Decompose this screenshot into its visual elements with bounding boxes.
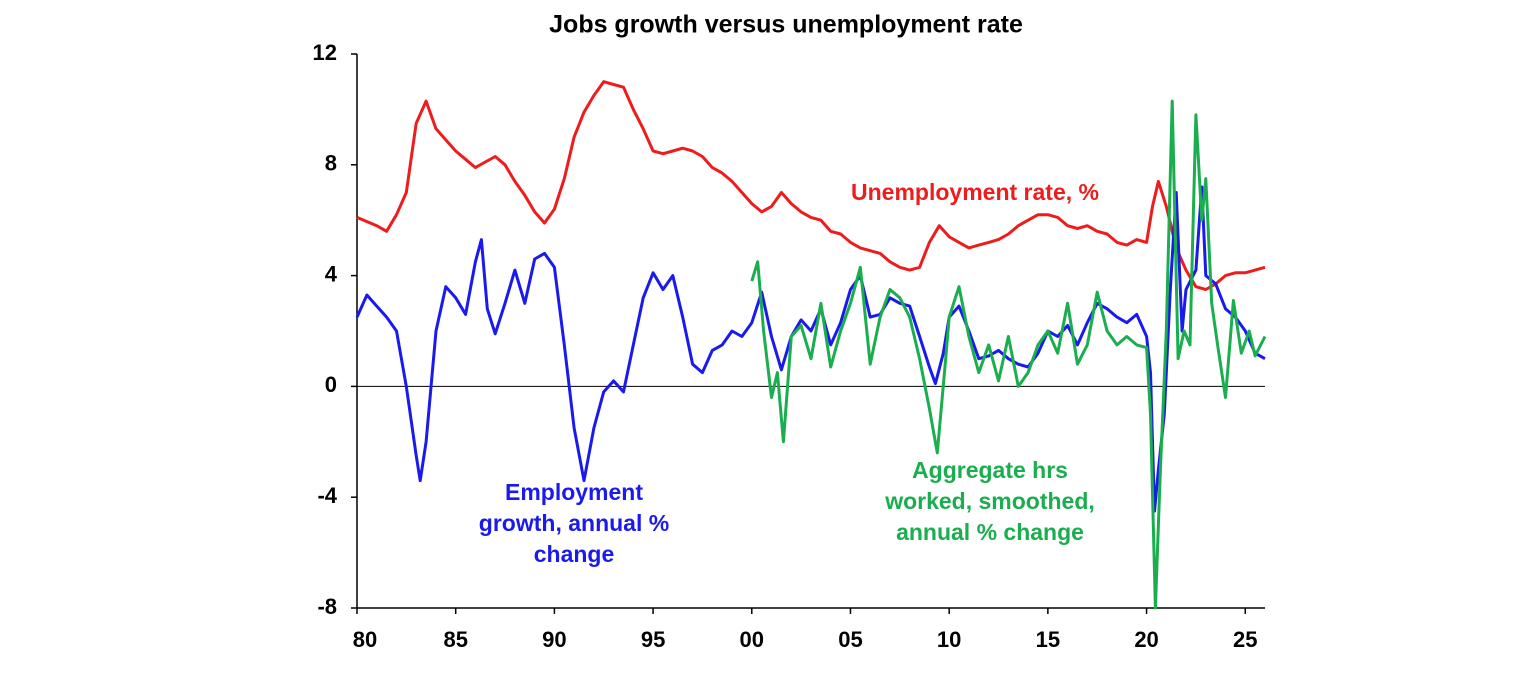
- series-line: [356, 80, 1266, 291]
- series-line: [355, 185, 1266, 513]
- y-tick-label: -4: [317, 483, 337, 508]
- x-tick-label: 80: [353, 627, 377, 652]
- annotation: worked, smoothed,: [884, 488, 1095, 514]
- y-tick-label: -8: [317, 594, 337, 619]
- chart-title: Jobs growth versus unemployment rate: [549, 11, 1023, 39]
- y-tick-label: 4: [325, 261, 338, 286]
- x-tick-label: 85: [443, 627, 467, 652]
- x-tick-label: 15: [1036, 627, 1060, 652]
- x-tick-label: 20: [1134, 627, 1158, 652]
- x-tick-label: 10: [937, 627, 961, 652]
- y-tick-label: 12: [313, 40, 337, 65]
- x-tick-label: 95: [641, 627, 665, 652]
- x-tick-label: 25: [1233, 627, 1257, 652]
- series-line: [750, 99, 1267, 610]
- x-tick-label: 90: [542, 627, 566, 652]
- x-tick-label: 05: [838, 627, 862, 652]
- y-tick-label: 8: [325, 151, 337, 176]
- annotation: growth, annual %: [479, 510, 669, 536]
- x-tick-label: 00: [740, 627, 764, 652]
- annotation: Aggregate hrs: [912, 457, 1068, 483]
- y-tick-label: 0: [325, 372, 337, 397]
- annotation: Employment: [505, 479, 643, 505]
- annotation: change: [534, 541, 615, 567]
- annotation: annual % change: [896, 519, 1084, 545]
- annotation: Unemployment rate, %: [851, 179, 1099, 205]
